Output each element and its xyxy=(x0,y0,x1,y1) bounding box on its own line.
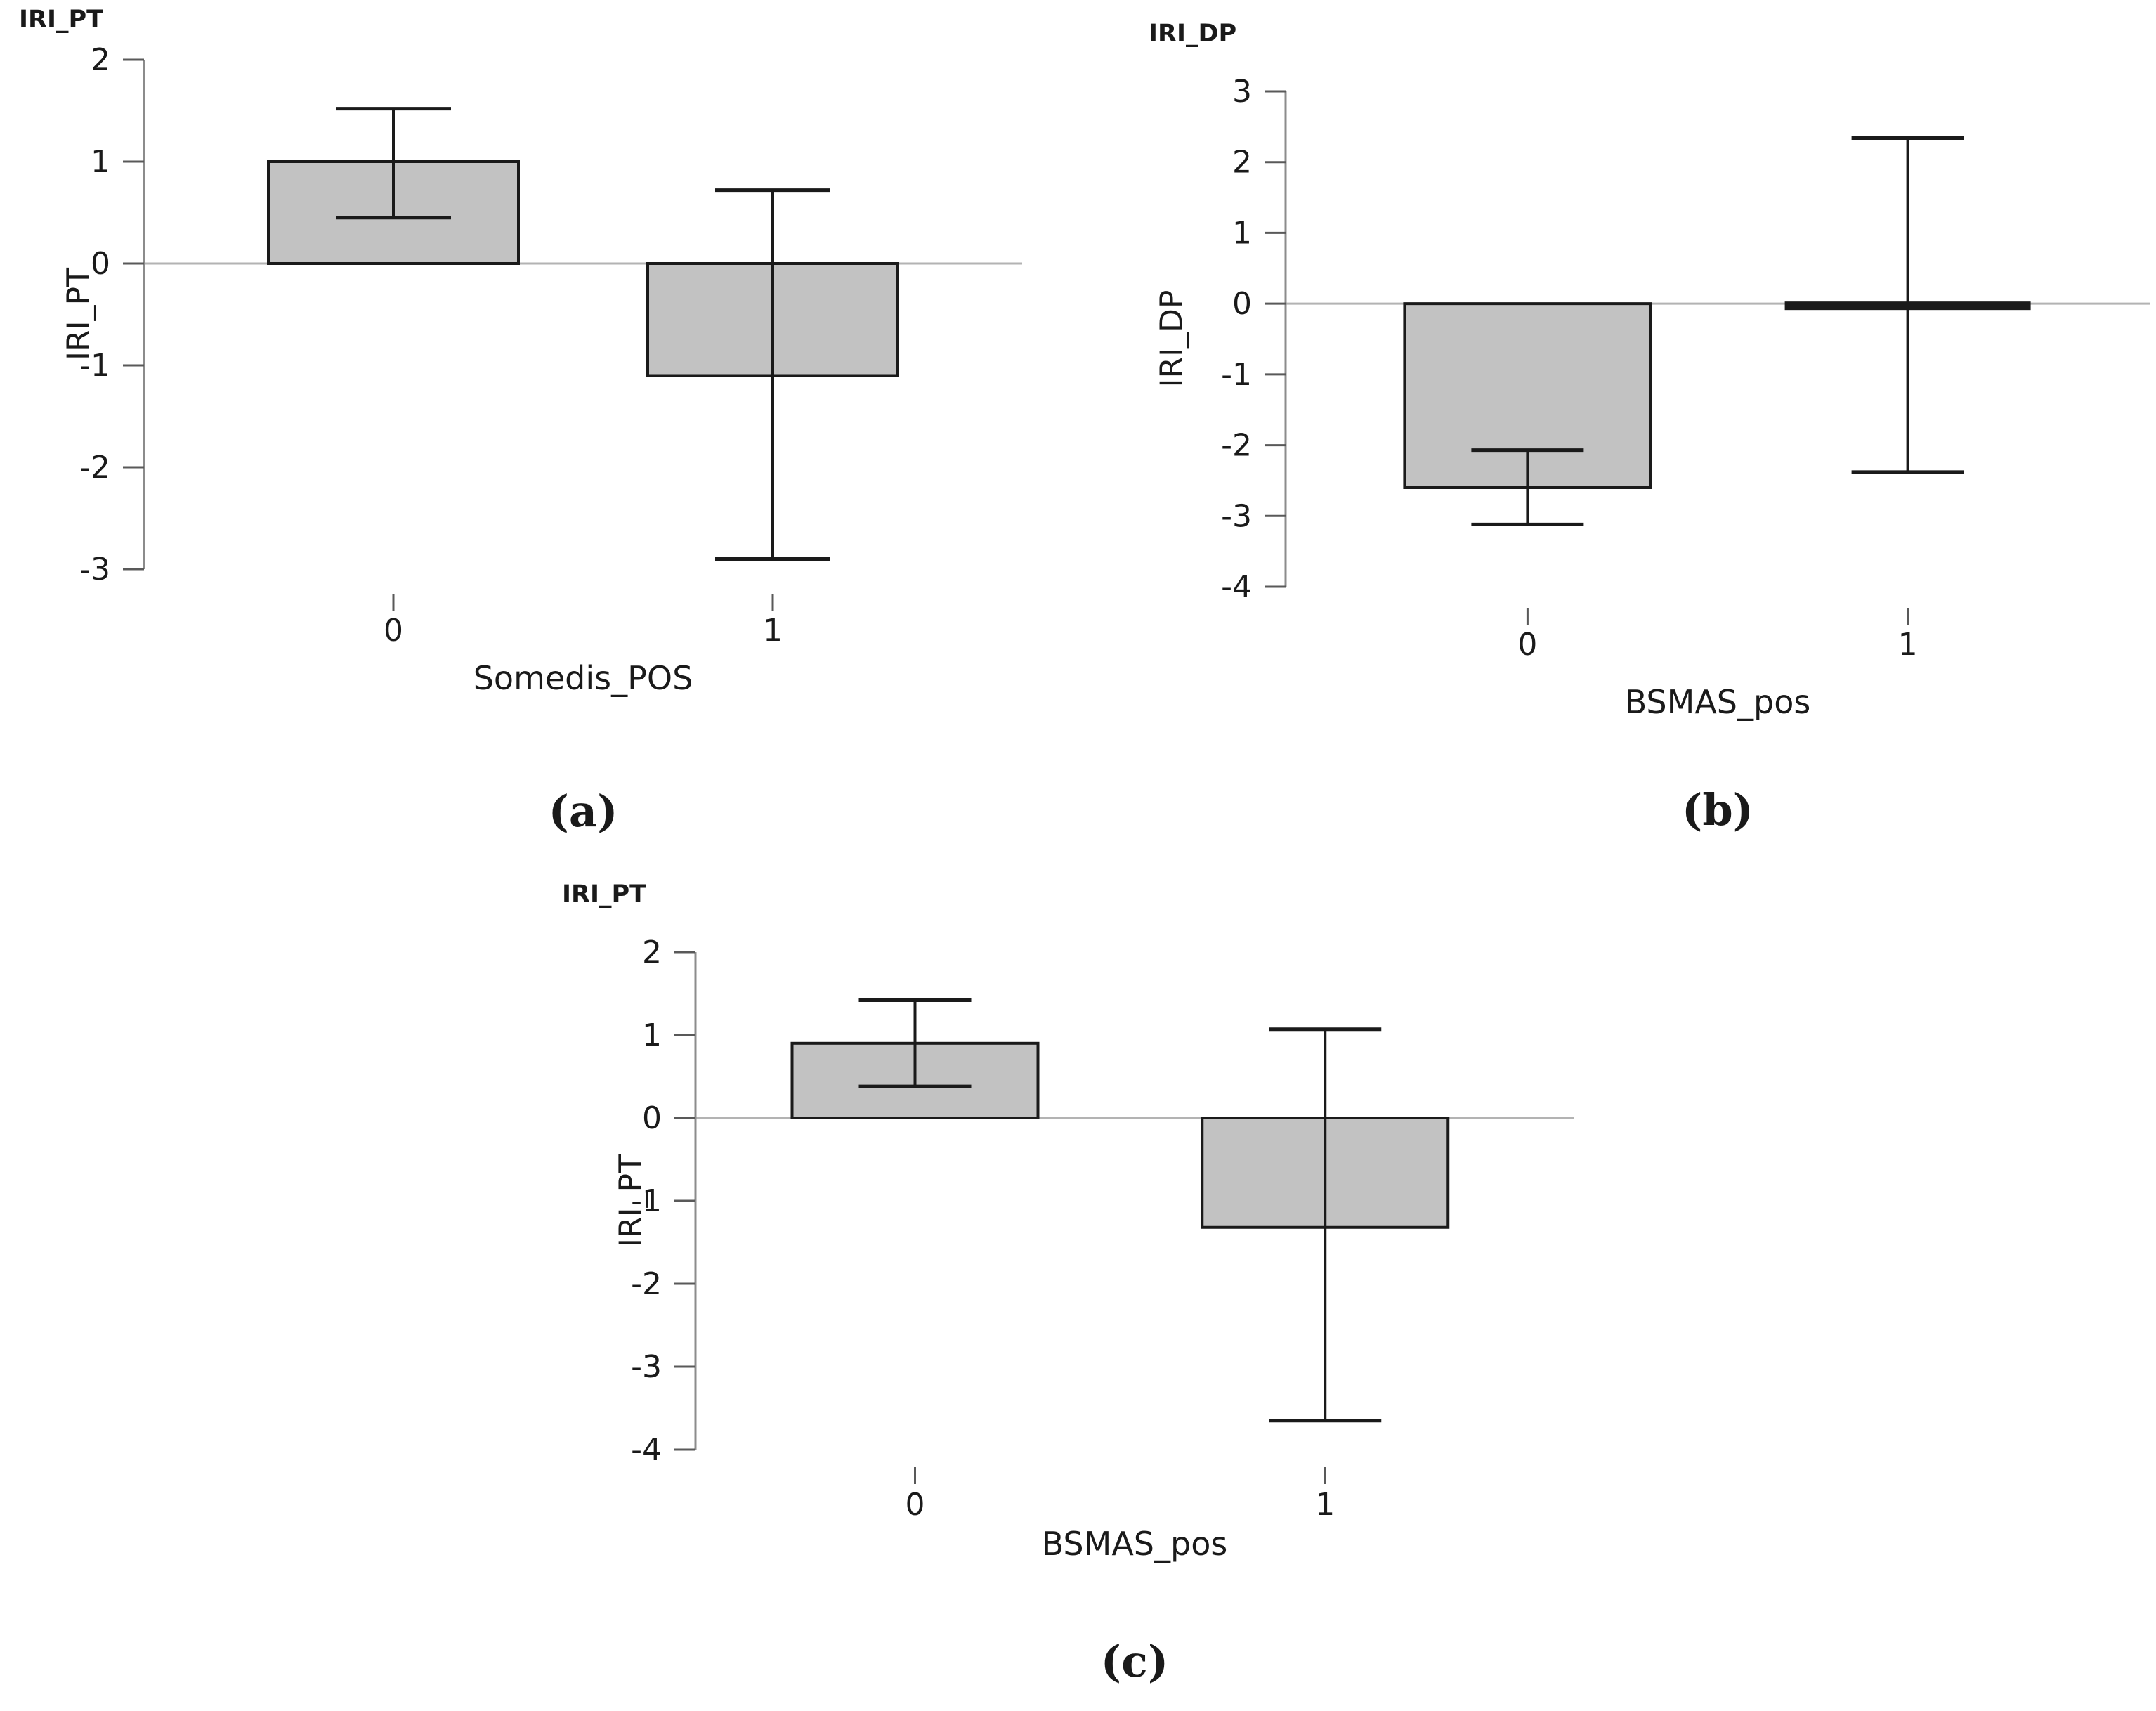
chart-a-y-axis-label: IRI_PT xyxy=(60,268,97,360)
svg-text:-2: -2 xyxy=(631,1266,662,1302)
svg-text:2: 2 xyxy=(642,935,662,970)
svg-text:1: 1 xyxy=(1232,215,1252,251)
svg-text:-3: -3 xyxy=(79,552,110,587)
chart-a-title: IRI_PT xyxy=(19,6,104,34)
svg-text:2: 2 xyxy=(91,42,110,78)
svg-text:0: 0 xyxy=(1517,627,1537,663)
svg-text:-2: -2 xyxy=(79,450,110,486)
svg-text:-4: -4 xyxy=(1221,569,1252,605)
svg-text:1: 1 xyxy=(1898,627,1918,663)
svg-text:-2: -2 xyxy=(1221,428,1252,464)
chart-a-x-axis-label: Somedis_POS xyxy=(473,659,693,697)
chart-c-caption: (c) xyxy=(1100,1636,1169,1687)
svg-text:0: 0 xyxy=(384,613,403,649)
svg-text:0: 0 xyxy=(1232,286,1252,322)
svg-text:1: 1 xyxy=(91,144,110,180)
svg-text:-1: -1 xyxy=(631,1183,662,1219)
svg-text:2: 2 xyxy=(1232,145,1252,181)
chart-b-caption: (b) xyxy=(1681,784,1754,835)
svg-text:-1: -1 xyxy=(1221,357,1252,393)
svg-text:-1: -1 xyxy=(79,348,110,384)
chart-b-y-axis-label: IRI_DP xyxy=(1154,289,1190,388)
svg-text:-3: -3 xyxy=(631,1349,662,1385)
svg-text:0: 0 xyxy=(642,1100,662,1136)
chart-c-x-axis-label: BSMAS_pos xyxy=(1041,1525,1228,1563)
svg-text:1: 1 xyxy=(763,613,783,649)
chart-c-y-axis-label: IRI_PT xyxy=(613,1154,649,1247)
svg-text:0: 0 xyxy=(906,1487,925,1523)
svg-text:-3: -3 xyxy=(1221,498,1252,534)
svg-text:1: 1 xyxy=(642,1017,662,1053)
svg-text:3: 3 xyxy=(1232,74,1252,110)
svg-text:0: 0 xyxy=(91,246,110,282)
chart-b-title: IRI_DP xyxy=(1149,20,1237,48)
chart-c-title: IRI_PT xyxy=(562,880,647,909)
svg-text:1: 1 xyxy=(1315,1487,1335,1523)
svg-text:-4: -4 xyxy=(631,1432,662,1468)
chart-b-x-axis-label: BSMAS_pos xyxy=(1624,683,1811,721)
chart-a-caption: (a) xyxy=(548,786,618,837)
